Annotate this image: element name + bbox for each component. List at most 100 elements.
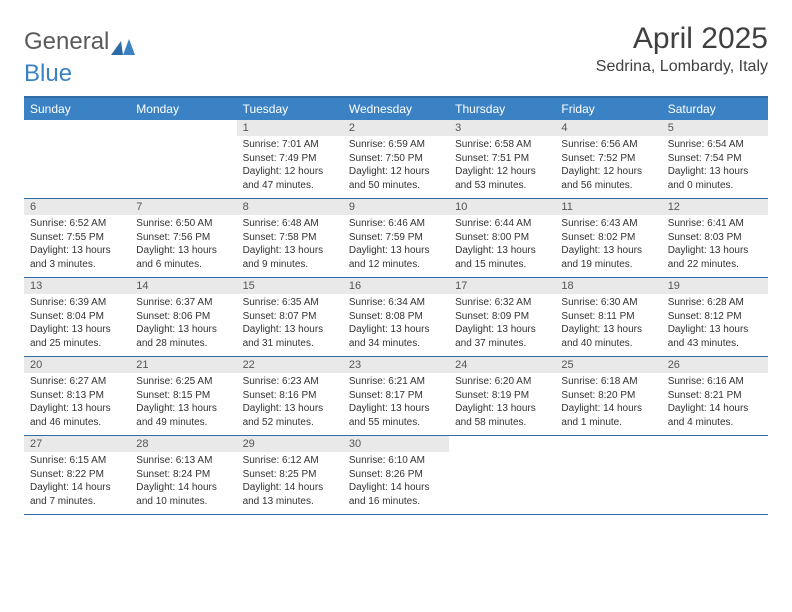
week-row: 6Sunrise: 6:52 AMSunset: 7:55 PMDaylight… [24, 199, 768, 278]
daylight-text: Daylight: 13 hours and 34 minutes. [349, 323, 443, 350]
sunset-text: Sunset: 8:06 PM [136, 310, 230, 324]
day-cell: 16Sunrise: 6:34 AMSunset: 8:08 PMDayligh… [343, 278, 449, 356]
day-cell: 30Sunrise: 6:10 AMSunset: 8:26 PMDayligh… [343, 436, 449, 514]
day-body: Sunrise: 6:44 AMSunset: 8:00 PMDaylight:… [449, 215, 555, 275]
day-cell [24, 120, 130, 198]
day-cell: 17Sunrise: 6:32 AMSunset: 8:09 PMDayligh… [449, 278, 555, 356]
daylight-text: Daylight: 14 hours and 7 minutes. [30, 481, 124, 508]
daylight-text: Daylight: 13 hours and 49 minutes. [136, 402, 230, 429]
day-cell: 15Sunrise: 6:35 AMSunset: 8:07 PMDayligh… [237, 278, 343, 356]
day-body: Sunrise: 6:58 AMSunset: 7:51 PMDaylight:… [449, 136, 555, 196]
day-cell: 4Sunrise: 6:56 AMSunset: 7:52 PMDaylight… [555, 120, 661, 198]
logo-icon [111, 34, 135, 50]
day-cell: 2Sunrise: 6:59 AMSunset: 7:50 PMDaylight… [343, 120, 449, 198]
day-cell: 3Sunrise: 6:58 AMSunset: 7:51 PMDaylight… [449, 120, 555, 198]
daylight-text: Daylight: 13 hours and 22 minutes. [668, 244, 762, 271]
sunrise-text: Sunrise: 6:18 AM [561, 375, 655, 389]
daylight-text: Daylight: 13 hours and 6 minutes. [136, 244, 230, 271]
sunrise-text: Sunrise: 6:37 AM [136, 296, 230, 310]
sunset-text: Sunset: 8:16 PM [243, 389, 337, 403]
day-number: 10 [449, 199, 555, 215]
day-cell: 7Sunrise: 6:50 AMSunset: 7:56 PMDaylight… [130, 199, 236, 277]
day-body: Sunrise: 6:21 AMSunset: 8:17 PMDaylight:… [343, 373, 449, 433]
sunrise-text: Sunrise: 6:46 AM [349, 217, 443, 231]
sunset-text: Sunset: 8:13 PM [30, 389, 124, 403]
day-body: Sunrise: 6:15 AMSunset: 8:22 PMDaylight:… [24, 452, 130, 512]
day-body: Sunrise: 6:18 AMSunset: 8:20 PMDaylight:… [555, 373, 661, 433]
day-cell: 6Sunrise: 6:52 AMSunset: 7:55 PMDaylight… [24, 199, 130, 277]
day-body: Sunrise: 6:27 AMSunset: 8:13 PMDaylight:… [24, 373, 130, 433]
daylight-text: Daylight: 13 hours and 3 minutes. [30, 244, 124, 271]
daylight-text: Daylight: 13 hours and 37 minutes. [455, 323, 549, 350]
sunset-text: Sunset: 8:09 PM [455, 310, 549, 324]
day-number: 25 [555, 357, 661, 373]
sunset-text: Sunset: 7:52 PM [561, 152, 655, 166]
calendar-grid: Sunday Monday Tuesday Wednesday Thursday… [24, 96, 768, 515]
sunset-text: Sunset: 8:22 PM [30, 468, 124, 482]
day-number: 6 [24, 199, 130, 215]
day-body: Sunrise: 6:32 AMSunset: 8:09 PMDaylight:… [449, 294, 555, 354]
calendar-page: General April 2025 Sedrina, Lombardy, It… [0, 0, 792, 515]
daylight-text: Daylight: 12 hours and 50 minutes. [349, 165, 443, 192]
day-cell: 25Sunrise: 6:18 AMSunset: 8:20 PMDayligh… [555, 357, 661, 435]
day-cell: 12Sunrise: 6:41 AMSunset: 8:03 PMDayligh… [662, 199, 768, 277]
day-body: Sunrise: 6:43 AMSunset: 8:02 PMDaylight:… [555, 215, 661, 275]
sunrise-text: Sunrise: 7:01 AM [243, 138, 337, 152]
day-body: Sunrise: 6:23 AMSunset: 8:16 PMDaylight:… [237, 373, 343, 433]
sunrise-text: Sunrise: 6:58 AM [455, 138, 549, 152]
day-cell: 18Sunrise: 6:30 AMSunset: 8:11 PMDayligh… [555, 278, 661, 356]
sunrise-text: Sunrise: 6:30 AM [561, 296, 655, 310]
sunrise-text: Sunrise: 6:52 AM [30, 217, 124, 231]
logo-text-1: General [24, 28, 109, 56]
sunset-text: Sunset: 8:03 PM [668, 231, 762, 245]
sunrise-text: Sunrise: 6:35 AM [243, 296, 337, 310]
sunrise-text: Sunrise: 6:27 AM [30, 375, 124, 389]
sunrise-text: Sunrise: 6:48 AM [243, 217, 337, 231]
day-cell: 28Sunrise: 6:13 AMSunset: 8:24 PMDayligh… [130, 436, 236, 514]
daylight-text: Daylight: 14 hours and 4 minutes. [668, 402, 762, 429]
day-number: 16 [343, 278, 449, 294]
sunrise-text: Sunrise: 6:25 AM [136, 375, 230, 389]
day-number: 29 [237, 436, 343, 452]
sunrise-text: Sunrise: 6:54 AM [668, 138, 762, 152]
day-number: 15 [237, 278, 343, 294]
sunset-text: Sunset: 8:02 PM [561, 231, 655, 245]
day-body: Sunrise: 6:59 AMSunset: 7:50 PMDaylight:… [343, 136, 449, 196]
sunset-text: Sunset: 8:26 PM [349, 468, 443, 482]
daylight-text: Daylight: 13 hours and 31 minutes. [243, 323, 337, 350]
sunset-text: Sunset: 7:51 PM [455, 152, 549, 166]
day-cell: 11Sunrise: 6:43 AMSunset: 8:02 PMDayligh… [555, 199, 661, 277]
day-number: 8 [237, 199, 343, 215]
sunset-text: Sunset: 8:07 PM [243, 310, 337, 324]
day-body: Sunrise: 6:34 AMSunset: 8:08 PMDaylight:… [343, 294, 449, 354]
day-cell: 14Sunrise: 6:37 AMSunset: 8:06 PMDayligh… [130, 278, 236, 356]
sunrise-text: Sunrise: 6:32 AM [455, 296, 549, 310]
day-body: Sunrise: 6:50 AMSunset: 7:56 PMDaylight:… [130, 215, 236, 275]
day-number: 13 [24, 278, 130, 294]
day-cell: 9Sunrise: 6:46 AMSunset: 7:59 PMDaylight… [343, 199, 449, 277]
weeks-container: 1Sunrise: 7:01 AMSunset: 7:49 PMDaylight… [24, 120, 768, 515]
day-number: 1 [237, 120, 343, 136]
day-cell [662, 436, 768, 514]
day-body: Sunrise: 6:12 AMSunset: 8:25 PMDaylight:… [237, 452, 343, 512]
sunrise-text: Sunrise: 6:39 AM [30, 296, 124, 310]
sunset-text: Sunset: 8:17 PM [349, 389, 443, 403]
sunrise-text: Sunrise: 6:34 AM [349, 296, 443, 310]
daylight-text: Daylight: 13 hours and 9 minutes. [243, 244, 337, 271]
day-body: Sunrise: 6:35 AMSunset: 8:07 PMDaylight:… [237, 294, 343, 354]
day-number: 14 [130, 278, 236, 294]
sunset-text: Sunset: 7:59 PM [349, 231, 443, 245]
day-cell: 1Sunrise: 7:01 AMSunset: 7:49 PMDaylight… [237, 120, 343, 198]
day-number: 9 [343, 199, 449, 215]
day-number: 5 [662, 120, 768, 136]
day-body: Sunrise: 6:54 AMSunset: 7:54 PMDaylight:… [662, 136, 768, 196]
day-body: Sunrise: 6:25 AMSunset: 8:15 PMDaylight:… [130, 373, 236, 433]
month-title: April 2025 [596, 22, 768, 56]
day-number: 24 [449, 357, 555, 373]
sunrise-text: Sunrise: 6:10 AM [349, 454, 443, 468]
day-cell: 29Sunrise: 6:12 AMSunset: 8:25 PMDayligh… [237, 436, 343, 514]
day-body: Sunrise: 6:13 AMSunset: 8:24 PMDaylight:… [130, 452, 236, 512]
sunrise-text: Sunrise: 6:12 AM [243, 454, 337, 468]
daylight-text: Daylight: 14 hours and 16 minutes. [349, 481, 443, 508]
sunset-text: Sunset: 8:20 PM [561, 389, 655, 403]
